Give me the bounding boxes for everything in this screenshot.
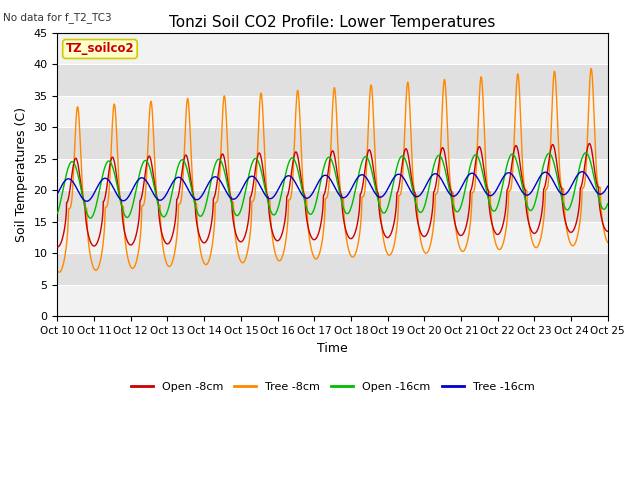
Legend: Open -8cm, Tree -8cm, Open -16cm, Tree -16cm: Open -8cm, Tree -8cm, Open -16cm, Tree -… xyxy=(126,377,539,396)
Y-axis label: Soil Temperatures (C): Soil Temperatures (C) xyxy=(15,107,28,242)
Bar xyxy=(58,253,608,285)
Text: No data for f_T2_TC3: No data for f_T2_TC3 xyxy=(3,12,112,23)
Bar xyxy=(58,64,608,96)
Bar xyxy=(58,190,608,222)
Bar xyxy=(58,127,608,159)
X-axis label: Time: Time xyxy=(317,342,348,355)
Text: TZ_soilco2: TZ_soilco2 xyxy=(66,43,134,56)
Title: Tonzi Soil CO2 Profile: Lower Temperatures: Tonzi Soil CO2 Profile: Lower Temperatur… xyxy=(170,15,496,30)
